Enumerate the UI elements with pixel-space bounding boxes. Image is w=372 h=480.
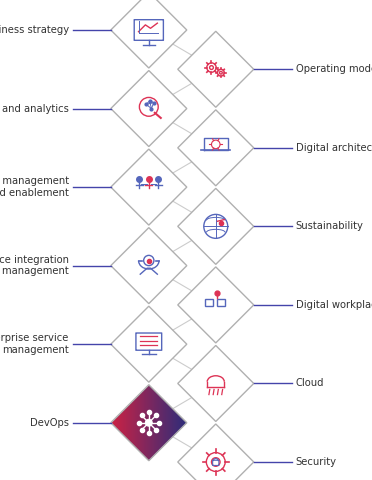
Text: Service integration
and management: Service integration and management [0,255,69,276]
Polygon shape [111,228,187,304]
Polygon shape [178,346,254,421]
Text: Change management
and enablement: Change management and enablement [0,176,69,198]
Text: Operating model: Operating model [296,64,372,74]
Polygon shape [178,110,254,186]
Bar [205,299,213,306]
Polygon shape [178,424,254,480]
Text: Digital workplace: Digital workplace [296,300,372,310]
Polygon shape [111,0,187,68]
Text: Business strategy: Business strategy [0,25,69,35]
Polygon shape [111,71,187,146]
Text: Data and analytics: Data and analytics [0,104,69,114]
Text: Digital architecture: Digital architecture [296,143,372,153]
Polygon shape [178,188,254,264]
Polygon shape [111,149,187,225]
Bar [217,299,225,306]
Text: DevOps: DevOps [30,418,69,428]
Text: Cloud: Cloud [296,378,324,388]
Text: Sustainability: Sustainability [296,221,364,231]
Polygon shape [178,31,254,107]
Polygon shape [178,267,254,343]
Text: Enterprise service
management: Enterprise service management [0,334,69,355]
Text: Security: Security [296,457,337,467]
Circle shape [145,420,152,426]
Polygon shape [111,306,187,382]
